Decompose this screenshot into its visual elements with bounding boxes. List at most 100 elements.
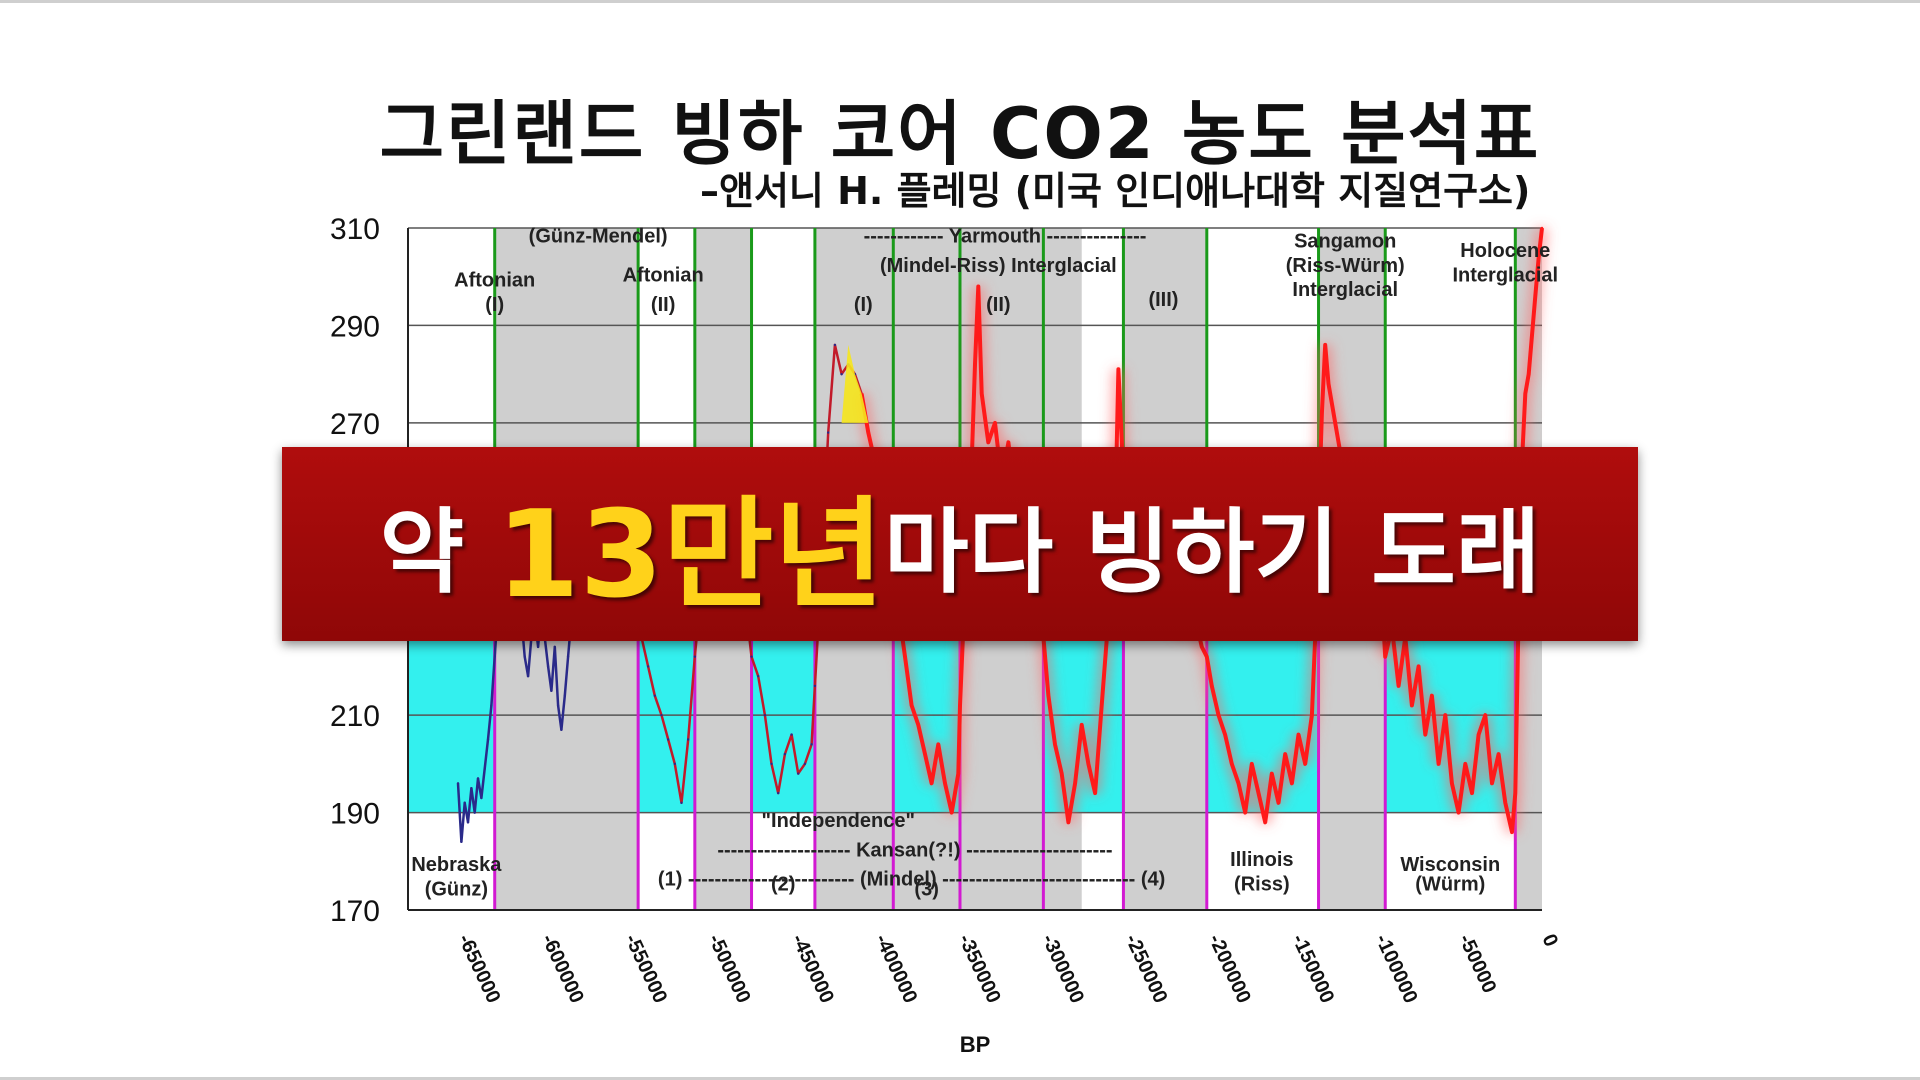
chart-annotation: (Günz) bbox=[425, 878, 488, 900]
data-point bbox=[553, 645, 556, 649]
data-point bbox=[483, 767, 486, 770]
data-point bbox=[950, 811, 953, 814]
data-point bbox=[680, 801, 683, 805]
data-point bbox=[1450, 782, 1454, 785]
caption-banner: 약 13만년 마다 빙하기 도래 bbox=[282, 447, 1638, 641]
data-point bbox=[1327, 382, 1330, 386]
glacial-band bbox=[1206, 607, 1319, 813]
x-tick-label: -650000 bbox=[453, 931, 504, 1007]
glacial-band bbox=[408, 607, 495, 813]
data-point bbox=[1417, 665, 1420, 668]
data-point bbox=[937, 743, 940, 746]
data-point bbox=[1504, 801, 1507, 805]
data-point bbox=[566, 655, 570, 658]
data-point bbox=[1397, 684, 1400, 688]
bottom-frame-line bbox=[0, 1077, 1920, 1080]
y-tick-label: 290 bbox=[330, 310, 380, 343]
chart-annotation: (2) bbox=[771, 874, 795, 896]
data-point bbox=[923, 752, 927, 756]
data-point bbox=[1223, 733, 1227, 736]
data-point bbox=[783, 752, 787, 756]
chart-annotation: Aftonian bbox=[454, 269, 535, 291]
data-point bbox=[1477, 733, 1480, 736]
data-point bbox=[480, 796, 483, 800]
data-point bbox=[1053, 743, 1057, 746]
y-tick-label: 190 bbox=[330, 798, 380, 831]
data-point bbox=[833, 343, 837, 347]
chart-annotation: (I) bbox=[485, 294, 504, 316]
data-point bbox=[673, 762, 677, 766]
chart-annotation: Holocene bbox=[1460, 240, 1550, 262]
glacial-band bbox=[638, 607, 695, 813]
chart-annotation: Illinois bbox=[1230, 849, 1293, 871]
data-point bbox=[1073, 782, 1077, 785]
data-point bbox=[1093, 791, 1097, 795]
data-point bbox=[1320, 411, 1324, 415]
data-point bbox=[526, 674, 530, 678]
y-tick-label: 170 bbox=[330, 895, 380, 928]
chart-annotation: (1) ------------------------- (Mindel) -… bbox=[658, 869, 1165, 891]
data-point bbox=[810, 743, 813, 746]
data-point bbox=[930, 782, 933, 785]
data-point bbox=[1210, 684, 1214, 688]
data-point bbox=[957, 772, 960, 775]
data-point bbox=[917, 723, 920, 727]
data-point bbox=[686, 738, 690, 741]
data-point bbox=[750, 655, 753, 658]
data-point bbox=[867, 431, 870, 434]
data-point bbox=[493, 655, 496, 658]
data-point bbox=[560, 728, 563, 731]
chart-annotation: (Riss) bbox=[1234, 874, 1290, 896]
data-point bbox=[803, 762, 807, 766]
data-point bbox=[1510, 830, 1514, 834]
data-point bbox=[1384, 655, 1387, 658]
data-point bbox=[1437, 762, 1440, 766]
data-point bbox=[1497, 752, 1500, 756]
x-tick-label: -150000 bbox=[1287, 931, 1338, 1007]
data-point bbox=[1297, 733, 1300, 736]
chart-annotation: (III) bbox=[1148, 289, 1178, 311]
chart-annotation: Interglacial bbox=[1453, 265, 1559, 287]
top-frame-line bbox=[0, 0, 1920, 3]
data-point bbox=[770, 762, 773, 766]
data-point bbox=[1540, 226, 1544, 230]
data-point bbox=[1080, 723, 1083, 727]
data-point bbox=[550, 689, 553, 692]
slide-title: 그린랜드 빙하 코어 CO2 농도 분석표 bbox=[379, 93, 1541, 175]
data-point bbox=[1527, 372, 1530, 376]
data-point bbox=[993, 421, 997, 425]
x-tick-label: -400000 bbox=[870, 931, 921, 1007]
data-point bbox=[1283, 752, 1287, 756]
data-point bbox=[1217, 713, 1220, 717]
data-point bbox=[456, 782, 460, 785]
chart-annotation: ------------ Yarmouth --------------- bbox=[864, 226, 1147, 248]
data-point bbox=[1257, 791, 1260, 795]
data-point bbox=[1007, 441, 1010, 444]
data-point bbox=[1200, 645, 1204, 649]
y-tick-label: 310 bbox=[330, 213, 380, 246]
data-point bbox=[660, 713, 663, 717]
data-point bbox=[1047, 694, 1050, 697]
data-point bbox=[987, 441, 990, 444]
data-point bbox=[1237, 782, 1240, 785]
data-point bbox=[1464, 762, 1467, 766]
data-point bbox=[1524, 392, 1527, 395]
chart-annotation: (3) bbox=[914, 878, 938, 900]
data-point bbox=[958, 704, 962, 707]
data-point bbox=[777, 791, 780, 795]
chart-annotation: (Günz-Mendel) bbox=[529, 226, 668, 248]
data-point bbox=[546, 665, 550, 668]
data-point bbox=[536, 645, 540, 649]
data-point bbox=[910, 704, 913, 707]
chart-annotation: (II) bbox=[986, 294, 1010, 316]
data-point bbox=[1490, 782, 1494, 785]
data-point bbox=[1243, 811, 1247, 814]
data-point bbox=[980, 392, 983, 395]
data-point bbox=[646, 665, 650, 668]
data-point bbox=[1277, 801, 1280, 805]
data-point bbox=[470, 787, 473, 790]
data-point bbox=[490, 704, 493, 707]
chart-annotation: Nebraska bbox=[411, 854, 502, 876]
chart-annotation: Wisconsin bbox=[1400, 854, 1500, 876]
